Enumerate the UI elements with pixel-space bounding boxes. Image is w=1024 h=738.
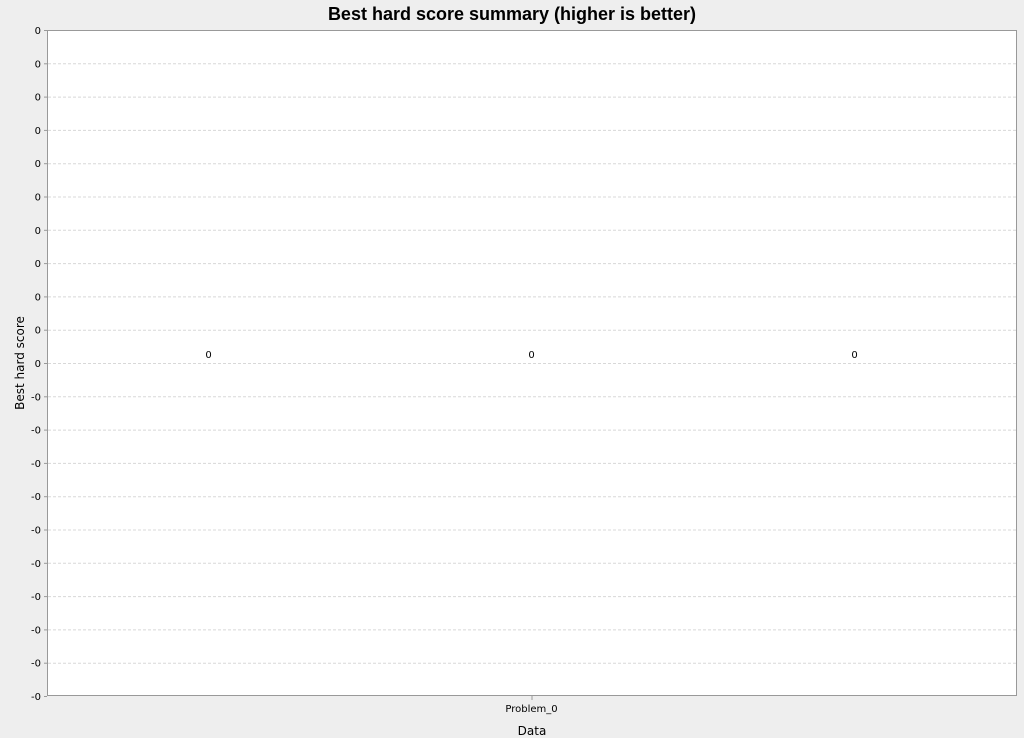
y-tick-label: -0 <box>31 659 41 670</box>
y-tick-label: -0 <box>31 426 41 437</box>
bar-value-label: 0 <box>205 350 211 361</box>
y-tick-label: 0 <box>35 326 41 337</box>
bar-series: 0 0 0 <box>205 350 857 361</box>
y-tick-label: 0 <box>35 59 41 70</box>
y-tick-label: 0 <box>35 93 41 104</box>
bar-value-label: 0 <box>851 350 857 361</box>
x-axis-ticks: Problem_0 <box>505 696 558 715</box>
y-tick-label: -0 <box>31 392 41 403</box>
y-tick-label: -0 <box>31 559 41 570</box>
y-tick-label: -0 <box>31 692 41 703</box>
gridlines <box>48 63 1016 664</box>
y-axis-label: Best hard score <box>13 316 27 410</box>
y-tick-label: 0 <box>35 193 41 204</box>
y-tick-label: -0 <box>31 625 41 636</box>
y-tick-label: -0 <box>31 459 41 470</box>
y-tick-label: 0 <box>35 292 41 303</box>
bar-value-label: 0 <box>528 350 534 361</box>
y-tick-label: -0 <box>31 526 41 537</box>
y-tick-label: 0 <box>35 159 41 170</box>
y-tick-label: 0 <box>35 259 41 270</box>
y-tick-label: 0 <box>35 126 41 137</box>
y-axis-ticks: 0 0 0 0 0 0 0 0 0 0 0 -0 -0 -0 -0 -0 -0 -0 -0 -0 -0 <box>31 26 47 703</box>
y-tick-label: 0 <box>35 26 41 37</box>
y-tick-label: -0 <box>31 592 41 603</box>
y-tick-label: -0 <box>31 492 41 503</box>
y-tick-label: 0 <box>35 359 41 370</box>
x-axis-label: Data <box>518 724 547 738</box>
x-tick-label: Problem_0 <box>505 704 557 715</box>
y-tick-label: 0 <box>35 226 41 237</box>
chart-title: Best hard score summary (higher is bette… <box>328 4 696 24</box>
plot-area <box>47 30 1017 696</box>
